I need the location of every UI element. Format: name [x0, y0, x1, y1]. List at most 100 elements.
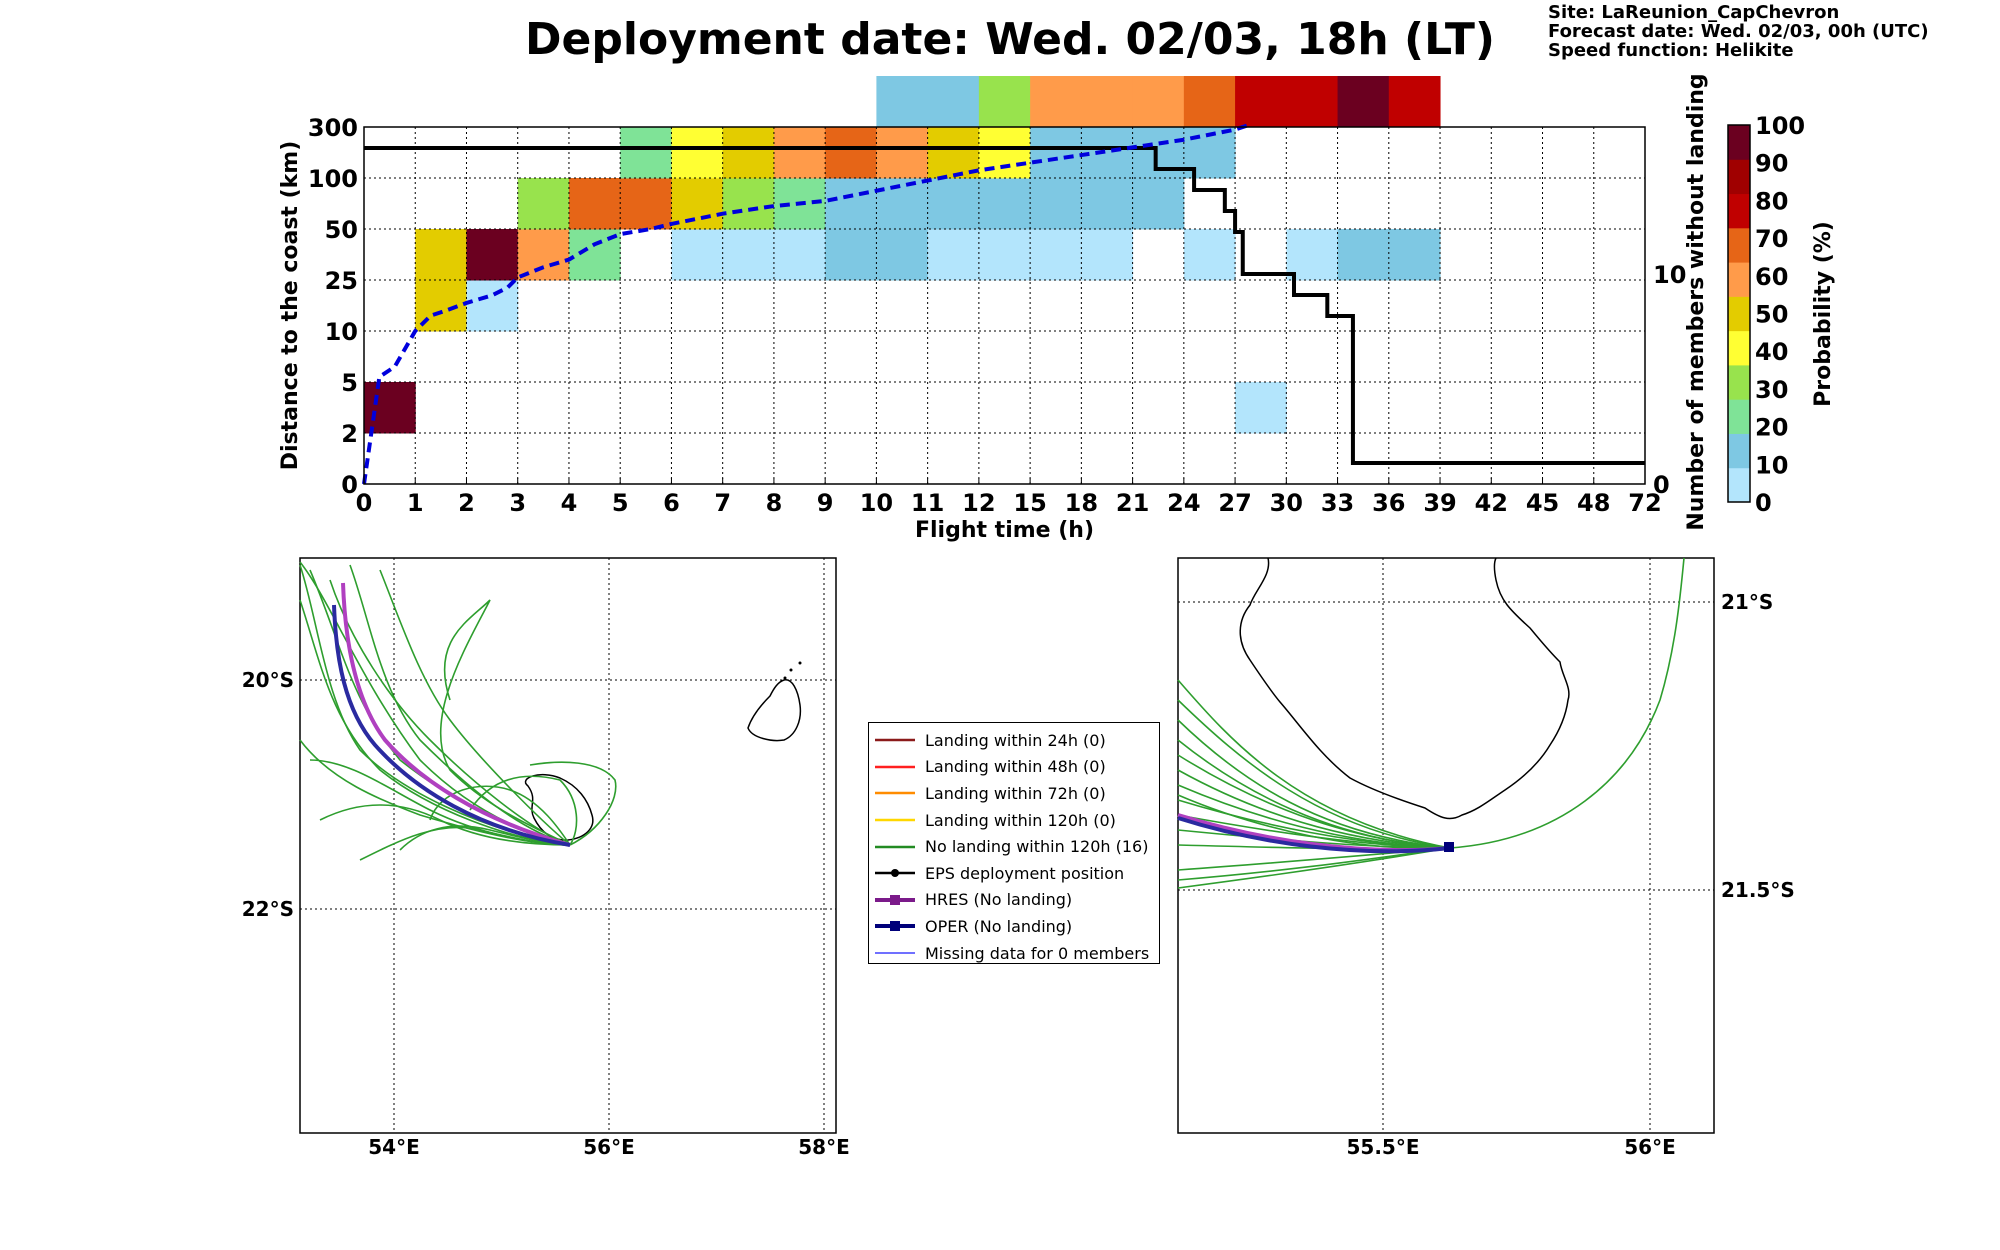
legend-item: Landing within 72h (0): [875, 780, 1153, 807]
colorbar-label: Probability (%): [1811, 221, 1836, 407]
y2-tick-label: 0: [1653, 471, 1670, 499]
heatmap-cell: [620, 178, 672, 230]
heatmap-cell: [466, 280, 519, 332]
legend-swatch: [875, 894, 915, 905]
legend-label: No landing within 120h (16): [925, 837, 1149, 857]
heatmap-cell: [978, 178, 1031, 230]
heatmap-cell: [671, 178, 724, 230]
colorbar-tick-label: 100: [1755, 112, 1805, 140]
speed-function-label: Speed function: Helikite: [1548, 40, 1794, 61]
legend-item: EPS deployment position: [875, 860, 1153, 887]
legend-label: Landing within 120h (0): [925, 810, 1116, 830]
ensemble-trajectory-left: [309, 759, 571, 846]
trajectory-legend: Landing within 24h (0) Landing within 48h…: [868, 722, 1160, 964]
ensemble-trajectory-right: [1177, 829, 1451, 849]
heatmap-cell: [671, 229, 724, 281]
heatmap-cell: [415, 229, 467, 281]
ensemble-trajectory-right: [1177, 719, 1451, 849]
ensemble-trajectory-left: [469, 775, 578, 846]
legend-label: Landing within 48h (0): [925, 757, 1106, 777]
legend-swatch: [875, 952, 915, 954]
heatmap-cell: [1030, 178, 1082, 230]
legend-label: HRES (No landing): [925, 890, 1073, 910]
heatmap-cell: [1286, 229, 1339, 281]
heatmap-cell: [1081, 127, 1134, 179]
probability-heatmap: 0 1 2 3 4 5 6 7 8 9 10 11 12 15 18 21 24 27 30 33 36 39 42 45 48…: [278, 73, 1836, 543]
ensemble-trajectory-right: [1177, 769, 1451, 849]
members-without-landing-line: [364, 146, 1645, 465]
x-tick-label: 48: [1577, 489, 1610, 517]
heatmap-cell: [927, 76, 980, 128]
y-tick-label: 5: [341, 369, 358, 397]
heatmap-cell: [978, 229, 1031, 281]
x-tick-label: 8: [766, 489, 783, 517]
colorbar-segment: [1728, 193, 1750, 229]
heatmap-cell: [927, 178, 980, 230]
x-tick-label: 45: [1526, 489, 1559, 517]
legend-label: Landing within 72h (0): [925, 783, 1106, 803]
x-tick-label: 7: [714, 489, 731, 517]
x-tick-label: 21: [1116, 489, 1149, 517]
legend-item: No landing within 120h (16): [875, 833, 1153, 860]
ensemble-trajectory-right: [1177, 847, 1451, 871]
heatmap-cell: [927, 127, 980, 179]
y-tick-label: 0: [341, 471, 358, 499]
legend-swatch: [875, 818, 915, 822]
y-tick-label: 10: [325, 318, 358, 346]
heatmap-cell: [1030, 229, 1082, 281]
heatmap-cell: [466, 229, 519, 281]
ensemble-trajectory-right: [1177, 844, 1451, 850]
legend-item: Landing within 48h (0): [875, 754, 1153, 781]
heatmap-cell: [1183, 76, 1236, 128]
ensemble-trajectory-right: [1177, 699, 1451, 849]
x-tick-label: 4: [561, 489, 578, 517]
heatmap-cell: [568, 178, 621, 230]
ensemble-trajectory-left: [299, 564, 571, 846]
left-map-lat-label: 22°S: [242, 897, 294, 921]
left-map-lat-label: 20°S: [242, 668, 294, 692]
heatmap-cell: [876, 127, 929, 179]
legend-label: EPS deployment position: [925, 863, 1125, 883]
colorbar-tick-label: 10: [1755, 451, 1788, 479]
ensemble-trajectory-left: [319, 804, 571, 846]
legend-item: Missing data for 0 members: [875, 940, 1153, 967]
left-map-frame: [299, 557, 837, 1134]
heatmap-cell: [773, 229, 826, 281]
heatmap-cell: [671, 127, 724, 179]
colorbar-segment: [1728, 467, 1750, 503]
ensemble-trajectory-left: [299, 599, 571, 846]
heatmap-cell: [722, 127, 775, 179]
colorbar-tick-label: 90: [1755, 150, 1788, 178]
oper-trajectory-right: [1177, 816, 1451, 854]
legend-swatch: [875, 765, 915, 769]
y2-axis-label: Number of members without landing: [1684, 73, 1709, 530]
right-map-lon-label: 56°E: [1624, 1135, 1676, 1159]
colorbar-tick-label: 20: [1755, 414, 1788, 442]
heatmap-cell: [1132, 178, 1185, 230]
oper-trajectory-left: [332, 604, 571, 847]
x-tick-label: 33: [1321, 489, 1354, 517]
legend-item: HRES (No landing): [875, 887, 1153, 914]
legend-label: Landing within 24h (0): [925, 730, 1106, 750]
heatmap-cell: [1388, 229, 1441, 281]
ensemble-trajectory-right: [1177, 847, 1451, 889]
heatmap-cell: [825, 178, 877, 230]
x-tick-label: 11: [911, 489, 944, 517]
heatmap-cell: [876, 76, 929, 128]
ensemble-trajectory-left: [329, 579, 571, 846]
colorbar-tick-label: 70: [1755, 225, 1788, 253]
colorbar-segment: [1728, 227, 1750, 263]
ensemble-trajectory-left: [309, 569, 571, 846]
ensemble-trajectory-right: [1177, 847, 1451, 881]
legend-item: OPER (No landing): [875, 913, 1153, 940]
heatmap-cell: [773, 127, 826, 179]
x-tick-label: 72: [1628, 489, 1661, 517]
heatmap-cell: [876, 229, 929, 281]
ensemble-trajectory-right: [1177, 679, 1451, 849]
heatmap-cell: [364, 382, 416, 434]
x-tick-label: 15: [1013, 489, 1046, 517]
x-tick-label: 0: [356, 489, 373, 517]
y-tick-label: 50: [325, 216, 358, 244]
x-tick-label: 27: [1218, 489, 1251, 517]
legend-label: OPER (No landing): [925, 916, 1073, 936]
